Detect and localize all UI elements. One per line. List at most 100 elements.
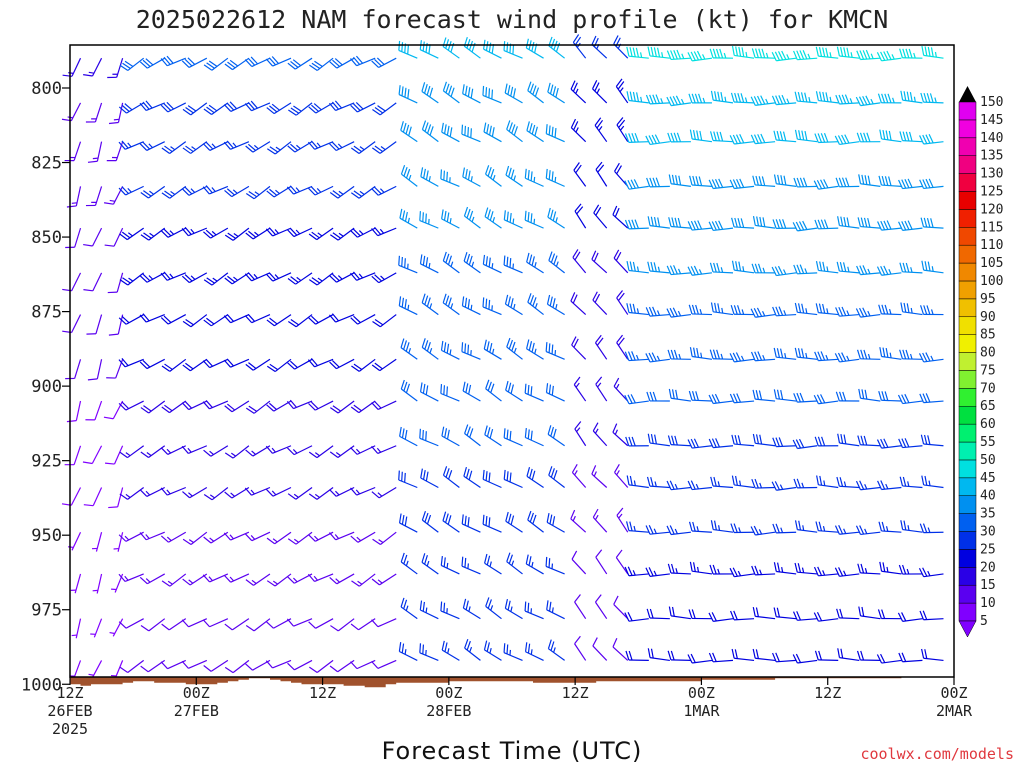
wind-barb: [328, 531, 355, 541]
colorbar-label: 100: [980, 274, 1003, 289]
wind-barb: [244, 531, 271, 542]
wind-barb: [666, 307, 691, 318]
wind-barb: [245, 400, 271, 414]
wind-barb: [898, 178, 923, 190]
wind-barb: [266, 573, 292, 587]
colorbar-label: 120: [980, 202, 1003, 217]
wind-barb: [750, 351, 776, 362]
wind-barb: [773, 174, 797, 187]
wind-barb: [752, 389, 776, 402]
wind-barb: [308, 618, 334, 629]
wind-barb: [420, 468, 439, 489]
wind-barb: [879, 347, 902, 360]
wind-barb: [440, 555, 460, 575]
wind-barb: [441, 209, 460, 229]
wind-barb: [483, 39, 502, 59]
wind-barb: [591, 250, 608, 274]
wind-barb: [461, 556, 481, 575]
colorbar-swatch: [958, 316, 977, 335]
wind-barb: [835, 391, 860, 402]
wind-barb: [463, 251, 481, 274]
wind-barb: [750, 525, 776, 536]
wind-barb: [442, 293, 460, 316]
wind-barb: [546, 512, 565, 533]
wind-barb: [462, 84, 481, 104]
x-tick-label: 27FEB: [174, 702, 219, 720]
wind-barb: [224, 227, 250, 241]
wind-barb: [92, 573, 103, 594]
wind-barb: [118, 618, 144, 629]
wind-barb: [731, 45, 755, 59]
wind-barb: [524, 168, 544, 187]
terrain-surface: [70, 676, 954, 688]
colorbar-swatch: [958, 173, 977, 192]
wind-barb: [710, 90, 734, 104]
wind-barb: [920, 92, 944, 104]
x-tick-label: 00Z: [183, 684, 210, 702]
x-tick-label: 00Z: [940, 684, 967, 702]
wind-barb: [613, 595, 629, 620]
wind-barb: [161, 358, 187, 372]
wind-barb: [224, 400, 250, 413]
wind-barb: [329, 573, 355, 585]
wind-barb: [140, 185, 166, 199]
x-tick-label: 00Z: [435, 684, 462, 702]
colorbar-bottom-arrow: [958, 620, 977, 638]
wind-barb: [814, 436, 839, 447]
wind-barb: [877, 609, 902, 620]
wind-barb: [626, 521, 649, 533]
wind-barb: [421, 338, 439, 360]
wind-barb: [771, 265, 797, 277]
colorbar-swatch: [958, 370, 977, 389]
wind-barb: [546, 600, 565, 620]
wind-barb: [139, 100, 165, 112]
colorbar-label: 130: [980, 167, 1003, 182]
wind-barb: [813, 179, 839, 190]
wind-barb: [668, 217, 691, 229]
wind-barb: [900, 302, 923, 316]
wind-barb: [814, 219, 839, 230]
wind-barb: [400, 552, 418, 575]
wind-barb: [624, 566, 649, 577]
wind-barb: [792, 653, 818, 664]
wind-barb: [203, 57, 229, 71]
wind-barb: [245, 185, 271, 200]
wind-barb: [898, 220, 923, 231]
wind-barb: [751, 478, 776, 489]
wind-barb: [398, 296, 418, 316]
wind-barb: [119, 227, 145, 241]
wind-barb: [546, 294, 565, 316]
wind-barb: [815, 303, 839, 316]
wind-barb: [110, 660, 124, 680]
wind-barb: [371, 400, 397, 411]
wind-barb: [398, 40, 418, 59]
wind-barb: [119, 445, 145, 459]
wind-barb: [160, 486, 186, 496]
wind-barb: [708, 178, 734, 190]
wind-barb: [835, 94, 860, 105]
wind-barb: [266, 531, 292, 545]
colorbar-label: 65: [980, 399, 996, 414]
y-tick-label: 925: [31, 452, 62, 472]
wind-barb: [245, 141, 271, 153]
colorbar-swatch: [958, 262, 977, 282]
wind-barb: [613, 249, 629, 274]
y-tick-label: 900: [31, 377, 62, 397]
wind-barb: [877, 220, 902, 231]
wind-barb: [729, 134, 755, 145]
wind-barb: [614, 463, 629, 488]
wind-barb: [709, 349, 734, 360]
wind-barb: [592, 422, 608, 447]
wind-barb: [708, 652, 734, 663]
wind-barb: [287, 57, 313, 70]
wind-barb: [351, 573, 376, 587]
wind-barb: [181, 272, 208, 284]
wind-barb: [307, 573, 334, 583]
wind-barb: [624, 179, 649, 190]
wind-barb: [330, 618, 355, 632]
wind-barb: [574, 421, 587, 447]
wind-barb: [160, 314, 187, 325]
y-tick-label: 1000: [21, 675, 62, 695]
wind-barb: [689, 129, 713, 143]
wind-barb: [594, 594, 608, 620]
